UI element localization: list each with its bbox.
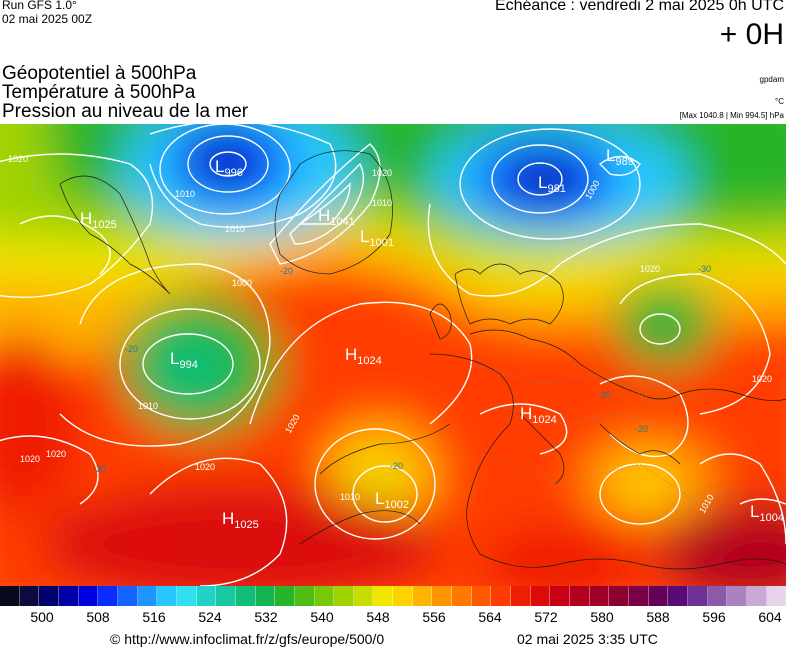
- title-geopotential: Géopotentiel à 500hPa: [2, 63, 197, 84]
- scale-swatch: [727, 586, 747, 606]
- scale-tick-label: 580: [590, 609, 614, 625]
- isobar-label: 1010: [340, 492, 360, 502]
- scale-tick-label: 532: [254, 609, 278, 625]
- forecast-valid-time: Echéance : vendredi 2 mai 2025 0h UTC: [494, 0, 784, 14]
- scale-swatch: [766, 586, 786, 606]
- scale-swatch: [687, 586, 708, 606]
- isobar-label: 1020: [372, 168, 392, 178]
- scale-swatch: [19, 586, 40, 606]
- run-label: Run GFS 1.0°: [2, 0, 77, 12]
- scale-swatch: [491, 586, 512, 606]
- isobar-label: 1010: [372, 198, 392, 208]
- run-date: 02 mai 2025 00Z: [2, 12, 93, 26]
- scale-swatch: [39, 586, 59, 606]
- temperature-label: -20: [125, 344, 138, 354]
- title-temperature: Température à 500hPa: [2, 82, 196, 103]
- scale-swatch: [255, 586, 276, 606]
- scale-swatch: [629, 586, 649, 606]
- country-borders: [469, 363, 721, 505]
- scale-swatch: [393, 586, 413, 606]
- isobar-label: 1020: [20, 454, 40, 464]
- isobar-label: 1010: [138, 401, 158, 411]
- scale-tick-label: 508: [86, 609, 110, 625]
- scale-tick-label: 500: [30, 609, 54, 625]
- unit-pressure-range: [Max 1040.8 | Min 994.5] hPa: [679, 111, 784, 120]
- scale-swatch: [137, 586, 158, 606]
- scale-swatch: [353, 586, 374, 606]
- scale-swatch: [58, 586, 79, 606]
- isobar-label: 1010: [225, 224, 245, 234]
- scale-tick-label: 588: [646, 609, 670, 625]
- temperature-label: -30: [698, 264, 711, 274]
- scale-swatch: [570, 586, 590, 606]
- isobar-label: 1020: [752, 374, 772, 384]
- geopotential-field: [0, 124, 786, 586]
- scale-swatch: [235, 586, 256, 606]
- scale-swatch: [648, 586, 669, 606]
- scale-tick-label: 524: [198, 609, 222, 625]
- scale-swatch: [609, 586, 629, 606]
- forecast-offset: + 0H: [719, 18, 784, 51]
- temperature-label: -20: [390, 461, 403, 471]
- weather-map[interactable]: L996 H1025 H1041 L1001 L981 L989 L994 H1024 H102…: [0, 124, 786, 586]
- scale-tick-label: 604: [758, 609, 782, 625]
- temperature-labels: -30 -20 -20 -20 -30 -20 -20: [93, 264, 711, 474]
- title-pressure: Pression au niveau de la mer: [2, 101, 249, 122]
- scale-swatch: [550, 586, 571, 606]
- unit-geopotential: gpdam: [759, 75, 784, 84]
- scale-swatch: [176, 586, 197, 606]
- coastlines: [59, 150, 786, 570]
- scale-tick-label: 564: [478, 609, 502, 625]
- isobar-label: 1010: [175, 189, 195, 199]
- scale-swatch: [314, 586, 335, 606]
- isobar-label: 1020: [640, 264, 660, 274]
- scale-tick-label: 596: [702, 609, 726, 625]
- issued-time: 02 mai 2025 3:35 UTC: [517, 631, 658, 647]
- scale-swatch: [157, 586, 177, 606]
- scale-swatch: [432, 586, 453, 606]
- unit-temperature: °C: [775, 97, 784, 106]
- scale-swatch: [511, 586, 531, 606]
- isobar-label: 1000: [232, 278, 252, 288]
- scale-swatch: [0, 586, 20, 606]
- scale-swatch: [216, 586, 236, 606]
- scale-swatch: [334, 586, 354, 606]
- temperature-label: -20: [635, 424, 648, 434]
- scale-tick-label: 572: [534, 609, 558, 625]
- scale-swatch: [707, 586, 728, 606]
- scale-swatch: [117, 586, 138, 606]
- scale-swatch: [471, 586, 492, 606]
- isobar-label: 1020: [195, 462, 215, 472]
- scale-tick-label: 556: [422, 609, 446, 625]
- isobar-label: 1020: [46, 449, 66, 459]
- source-credit[interactable]: © http://www.infoclimat.fr/z/gfs/europe/…: [110, 631, 385, 647]
- color-scale-ticks: 500 508 516 524 532 540 548 556 564 572 580 588 596 6…: [0, 609, 786, 627]
- scale-swatch: [294, 586, 315, 606]
- color-scale-bar: [0, 586, 786, 606]
- scale-swatch: [78, 586, 99, 606]
- scale-swatch: [196, 586, 217, 606]
- scale-swatch: [452, 586, 472, 606]
- scale-swatch: [746, 586, 767, 606]
- temperature-label: -30: [93, 464, 106, 474]
- temperature-label: -20: [280, 266, 293, 276]
- scale-swatch: [668, 586, 688, 606]
- temperature-label: -20: [598, 390, 611, 400]
- scale-swatch: [98, 586, 118, 606]
- scale-tick-label: 516: [142, 609, 166, 625]
- scale-tick-label: 540: [310, 609, 334, 625]
- scale-tick-label: 548: [366, 609, 390, 625]
- scale-swatch: [275, 586, 295, 606]
- scale-swatch: [530, 586, 551, 606]
- scale-swatch: [412, 586, 433, 606]
- scale-swatch: [589, 586, 610, 606]
- scale-swatch: [373, 586, 394, 606]
- isobar-label: 1020: [8, 154, 28, 164]
